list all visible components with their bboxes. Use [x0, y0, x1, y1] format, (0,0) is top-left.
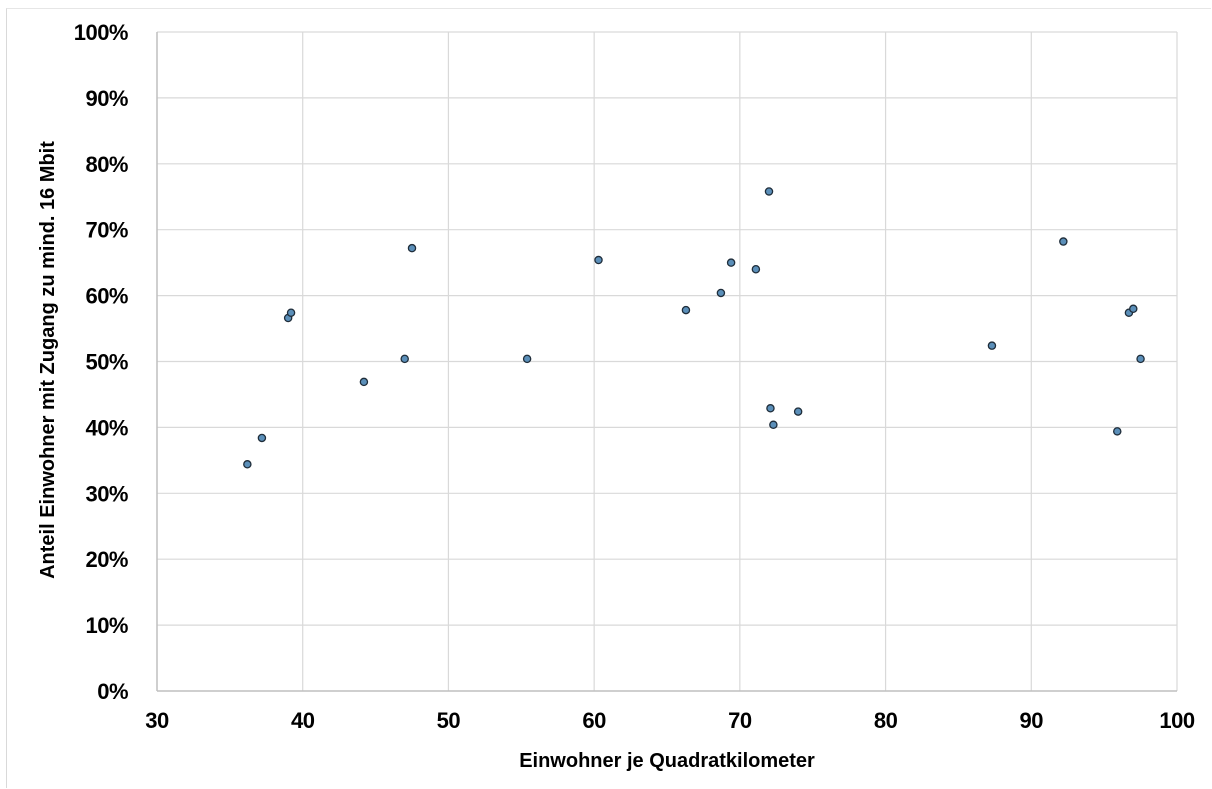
y-tick-label: 30%: [85, 481, 128, 506]
y-tick-label: 40%: [85, 415, 128, 440]
scatter-point: [1113, 427, 1122, 436]
scatter-point: [522, 354, 532, 364]
axes: [156, 32, 1177, 692]
y-tick-label: 60%: [85, 284, 128, 309]
x-axis-title: Einwohner je Quadratkilometer: [519, 750, 815, 772]
scatter-point: [726, 258, 736, 267]
x-tick-label: 40: [291, 708, 315, 733]
x-tick-label: 50: [437, 708, 461, 733]
x-tick-labels: 30 40 50 60 70 80 90 100: [145, 708, 1195, 733]
y-axis-title: Anteil Einwohner mit Zugang zu mind. 16 …: [37, 141, 59, 579]
y-tick-label: 20%: [85, 547, 128, 572]
y-tick-label: 100%: [74, 20, 128, 45]
scatter-point: [751, 264, 761, 274]
scatter-point: [359, 377, 369, 387]
scatter-point: [793, 407, 803, 416]
scatter-point: [1129, 304, 1138, 314]
scatter-point: [407, 243, 417, 253]
x-tick-label: 80: [874, 708, 898, 733]
scatter-point: [1059, 237, 1068, 246]
scatter-point: [716, 288, 726, 298]
chart-frame: [6, 8, 1211, 788]
scatter-point: [766, 404, 775, 413]
y-tick-label: 80%: [85, 152, 128, 177]
scatter-point: [769, 420, 778, 430]
scatter-point: [1136, 354, 1145, 364]
scatter-point: [257, 433, 267, 443]
scatter-point: [594, 255, 603, 265]
x-tick-label: 70: [728, 708, 752, 733]
data-points: [243, 187, 1145, 469]
x-tick-label: 100: [1159, 708, 1194, 733]
y-tick-labels: 0% 10% 20% 30% 40% 50% 60% 70% 80% 90% 100%: [74, 20, 129, 704]
y-tick-label: 70%: [85, 218, 128, 243]
scatter-point: [987, 341, 997, 350]
x-tick-label: 60: [582, 708, 606, 733]
scatter-point: [400, 354, 409, 364]
scatter-point: [286, 308, 296, 317]
x-tick-label: 90: [1020, 708, 1044, 733]
grid-lines: [157, 31, 1178, 691]
y-tick-label: 10%: [85, 613, 128, 638]
y-tick-label: 50%: [85, 350, 128, 375]
scatter-point: [681, 305, 691, 315]
y-tick-label: 90%: [85, 86, 128, 111]
x-tick-label: 30: [145, 708, 169, 733]
scatter-point: [243, 460, 252, 469]
scatter-point: [764, 187, 774, 196]
y-tick-label: 0%: [97, 679, 128, 704]
